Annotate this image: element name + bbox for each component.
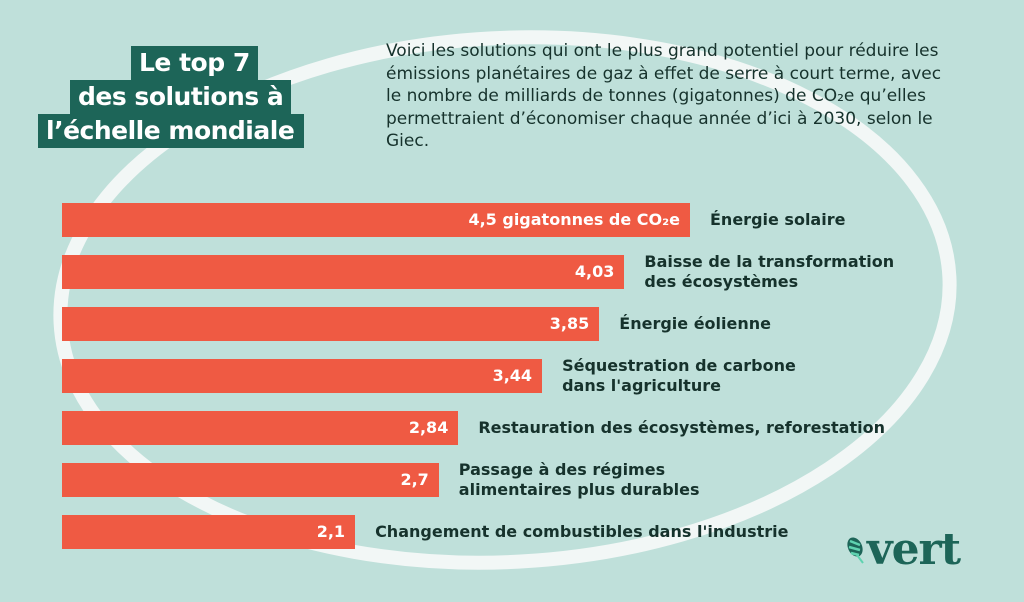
bar-value-label: 3,85 [549,314,590,333]
title-line-3: l’échelle mondiale [38,114,305,148]
bar-value-label: 4,5 gigatonnes de CO₂e [468,210,680,229]
category-label: Énergie éolienne [619,314,771,333]
bar-value-label: 2,7 [400,470,429,489]
bar-value-label: 2,84 [408,418,449,437]
bar: 2,7 [62,463,439,497]
bar: 3,44 [62,359,543,393]
bar: 4,03 [62,255,625,289]
bar: 3,85 [62,307,600,341]
bar: 4,5 gigatonnes de CO₂e [62,203,690,237]
title-line-1: Le top 7 [131,46,258,80]
category-label: Restauration des écosystèmes, reforestat… [478,418,885,437]
category-label: Énergie solaire [710,210,846,229]
category-label: Changement de combustibles dans l'indust… [375,522,789,541]
leaf-icon [847,537,864,564]
bar: 2,84 [62,411,459,445]
bar: 2,1 [62,515,356,549]
bar-value-label: 3,44 [492,366,533,385]
category-label: Séquestration de carbone dans l'agricult… [562,356,796,395]
vert-logo: vert [845,524,961,575]
logo-text: vert [867,524,961,575]
bar-value-label: 4,03 [574,262,615,281]
category-label: Passage à des régimes alimentaires plus … [458,460,700,499]
title-line-2: des solutions à [70,80,292,114]
bar-value-label: 2,1 [316,522,346,541]
intro-text: Voici les solutions qui ont le plus gran… [386,41,942,151]
category-label: Baisse de la transformation des écosystè… [644,252,895,291]
